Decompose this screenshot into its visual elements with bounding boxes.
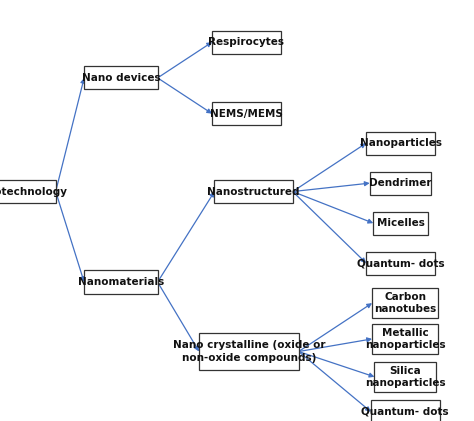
FancyBboxPatch shape (366, 252, 435, 275)
FancyBboxPatch shape (199, 333, 299, 370)
FancyBboxPatch shape (84, 271, 157, 294)
FancyBboxPatch shape (214, 180, 293, 203)
FancyBboxPatch shape (0, 180, 56, 203)
FancyBboxPatch shape (212, 30, 281, 53)
Text: Nanoparticles: Nanoparticles (360, 138, 441, 148)
Text: Silica
nanoparticles: Silica nanoparticles (365, 365, 446, 388)
FancyBboxPatch shape (372, 288, 438, 318)
FancyBboxPatch shape (84, 66, 157, 90)
FancyBboxPatch shape (366, 131, 435, 155)
FancyBboxPatch shape (212, 102, 281, 125)
Text: Carbon
nanotubes: Carbon nanotubes (374, 292, 437, 314)
Text: Quantum- dots: Quantum- dots (357, 258, 444, 268)
Text: Metallic
nanoparticles: Metallic nanoparticles (365, 328, 446, 350)
FancyBboxPatch shape (372, 324, 438, 354)
Text: Nanotechnology: Nanotechnology (0, 187, 67, 197)
Text: Micelles: Micelles (376, 218, 425, 228)
Text: Nano crystalline (oxide or
non-oxide compounds): Nano crystalline (oxide or non-oxide com… (173, 340, 325, 363)
FancyBboxPatch shape (373, 212, 428, 235)
Text: Respirocytes: Respirocytes (209, 37, 284, 47)
FancyBboxPatch shape (371, 400, 439, 421)
FancyBboxPatch shape (370, 171, 431, 195)
Text: Nanomaterials: Nanomaterials (78, 277, 164, 287)
Text: Nanostructured: Nanostructured (207, 187, 300, 197)
Text: Nano devices: Nano devices (82, 73, 160, 83)
Text: Dendrimer: Dendrimer (369, 178, 432, 188)
Text: Quantum- dots: Quantum- dots (362, 407, 449, 417)
FancyBboxPatch shape (374, 362, 436, 392)
Text: NEMS/MEMS: NEMS/MEMS (210, 109, 283, 119)
